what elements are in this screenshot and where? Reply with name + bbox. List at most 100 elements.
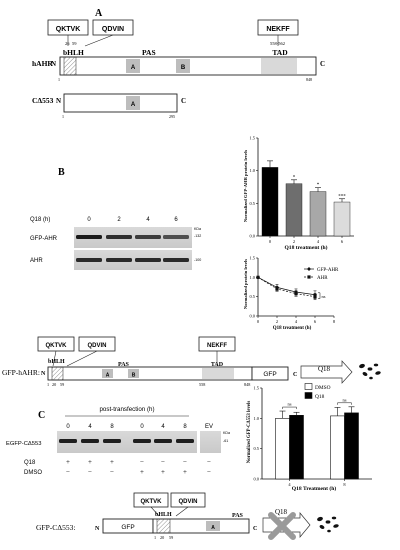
pos-558-562: 558-562 bbox=[270, 41, 285, 46]
cdelta-label: CΔ553 bbox=[32, 96, 54, 105]
bar-b-ytick: 0.0 bbox=[250, 234, 256, 239]
bar-c-significance: ns bbox=[342, 397, 346, 402]
construct-c-protein-bar bbox=[152, 518, 250, 534]
blot-c-q18-label: Q18 bbox=[24, 460, 36, 466]
construct-c-label: GFP-CΔ553: bbox=[36, 523, 75, 532]
blot-b-row-ahr: AHR bbox=[30, 258, 43, 264]
q18-sign: − bbox=[140, 458, 144, 466]
construct-b-bhlh: bHLH bbox=[48, 359, 65, 365]
degradation-fragments-b bbox=[359, 363, 381, 380]
dmso-sign: + bbox=[183, 468, 187, 476]
blot-b-row-gfp-ahr: GFP-AHR bbox=[30, 236, 58, 242]
tad-label: TAD bbox=[272, 48, 288, 57]
blot-b-gfp-ahr-strip bbox=[74, 227, 192, 248]
blot-band bbox=[163, 235, 189, 239]
hahr-end: 848 bbox=[306, 77, 312, 82]
blot-c-kda: KDa bbox=[223, 431, 230, 435]
bar-c-xlabel: Q18 Treatment (h) bbox=[292, 485, 337, 492]
construct-b-bhlh-domain bbox=[51, 366, 64, 381]
construct-c-q18-label: Q18 bbox=[275, 508, 288, 516]
blot-band bbox=[133, 439, 151, 443]
blot-b-mw-132: -132 bbox=[194, 234, 201, 238]
line-b-ytick: 0.0 bbox=[250, 314, 256, 319]
blot-b: Q18 (h) 0 2 4 6 GFP-AHR AHR KDa -132 -10… bbox=[30, 217, 201, 270]
construct-b-pos-848: 848 bbox=[244, 382, 250, 387]
degradation-fragments-c bbox=[317, 516, 339, 533]
blot-band bbox=[76, 235, 102, 239]
bar-b-ytick: 1.5 bbox=[250, 136, 256, 141]
motif-qktvk: QKTVK bbox=[56, 26, 81, 33]
construct-b-pos-59: 59 bbox=[60, 382, 64, 387]
hahr-bhlh-domain bbox=[63, 56, 77, 76]
line-b-legend-label: GFP-AHR bbox=[317, 268, 339, 273]
dmso-sign: − bbox=[66, 468, 70, 476]
construct-c-pos-1: 1 bbox=[154, 535, 156, 540]
blot-band bbox=[81, 439, 99, 443]
blot-c-time-6: 8 bbox=[183, 424, 187, 430]
construct-c-bhlh: bHLH bbox=[155, 512, 172, 518]
panel-a: A QKTVK QDVIN NEKFF 26 59 558-562 bHLH P… bbox=[32, 8, 325, 119]
construct-c-pas-a-label: A bbox=[211, 525, 215, 531]
line-b-ytick: 1.5 bbox=[250, 256, 256, 261]
hahr-n: N bbox=[51, 60, 56, 68]
line-b-point bbox=[294, 291, 298, 296]
blot-b-kda: KDa bbox=[194, 227, 201, 231]
construct-gfp-cdelta553: QKTVK QDVIN bHLH PAS GFP-CΔ553: N GFP A … bbox=[36, 492, 339, 540]
dmso-sign: − bbox=[110, 468, 114, 476]
line-b-xtick: 8 bbox=[333, 319, 336, 324]
blot-b-mw-100: -100 bbox=[194, 258, 201, 262]
bar-b-significance: * bbox=[317, 183, 320, 188]
line-b-ytick: 1.0 bbox=[250, 275, 256, 280]
cdelta-pas-a-label: A bbox=[131, 102, 136, 108]
motif-qdvin: QDVIN bbox=[102, 26, 124, 33]
blot-band bbox=[154, 439, 172, 443]
line-b-ylabel: Normalized protein levels bbox=[243, 259, 248, 309]
panel-label-a: A bbox=[95, 8, 103, 19]
bar-b-bar bbox=[333, 201, 351, 237]
line-b-xlabel: Q18 treatment (h) bbox=[273, 326, 312, 331]
construct-b-pos-20: 20 bbox=[52, 382, 56, 387]
hahr-label: hAHR bbox=[32, 59, 53, 68]
blot-b-time-header: Q18 (h) bbox=[30, 217, 50, 223]
blot-c-mw-61: -61 bbox=[223, 439, 228, 443]
bar-c-legend-label: Q18 bbox=[315, 394, 325, 400]
construct-b-tad-domain bbox=[202, 368, 234, 379]
construct-b-gfp-box bbox=[251, 366, 289, 381]
blot-band bbox=[135, 235, 161, 239]
construct-c-motif-qdvin: QDVIN bbox=[178, 499, 197, 505]
construct-b-q18-arrow bbox=[300, 360, 353, 384]
line-b-xtick: 2 bbox=[276, 319, 278, 324]
line-b-ns-bracket bbox=[318, 292, 321, 299]
hahr-start: 1 bbox=[58, 77, 60, 82]
construct-b-pos-558: 558 bbox=[199, 382, 205, 387]
bar-c-legend-swatch bbox=[304, 392, 313, 399]
construct-b-q18-label: Q18 bbox=[318, 365, 331, 373]
construct-c-pos-20: 20 bbox=[160, 535, 164, 540]
construct-c-bhlh-domain bbox=[156, 518, 171, 534]
dmso-sign: + bbox=[140, 468, 144, 476]
q18-sign: − bbox=[207, 458, 211, 466]
bar-b-bar bbox=[261, 167, 279, 237]
hahr-pas-a-label: A bbox=[131, 65, 136, 71]
blot-band bbox=[176, 439, 194, 443]
bar-chart-c: Normalized GFP-CΔ553 levels Q18 Treatmen… bbox=[247, 383, 372, 492]
hahr-pas-a-domain bbox=[126, 59, 140, 73]
line-b-legend-label: AHR bbox=[317, 276, 328, 281]
blot-c-dmso-label: DMSO bbox=[24, 470, 42, 476]
blot-c-time-5: 4 bbox=[161, 424, 165, 430]
construct-b-motif-qktvk: QKTVK bbox=[46, 343, 68, 349]
bar-c-ylabel: Normalized GFP-CΔ553 levels bbox=[247, 401, 252, 464]
dmso-sign: − bbox=[88, 468, 92, 476]
construct-b-label: GFP-hAHR: bbox=[2, 368, 40, 377]
blot-band bbox=[103, 439, 121, 443]
bar-b-xtick: 0 bbox=[269, 239, 272, 244]
dmso-sign: − bbox=[207, 468, 211, 476]
blot-band bbox=[106, 235, 132, 239]
line-b-series-line bbox=[257, 277, 316, 298]
bar-b-xtick: 4 bbox=[317, 239, 320, 244]
bar-c-sig-bracket bbox=[337, 402, 352, 405]
pos-26: 26 bbox=[65, 41, 70, 46]
bar-b-significance: * bbox=[293, 175, 296, 180]
construct-b-pas-b-label: B bbox=[132, 373, 136, 379]
